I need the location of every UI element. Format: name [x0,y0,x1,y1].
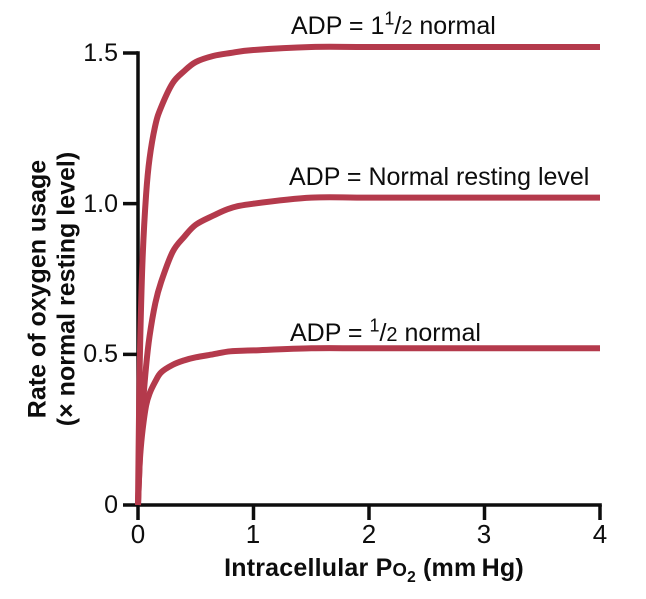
fraction-numerator: 1 [369,315,380,336]
curve-label-text: normal [412,12,496,40]
y-axis-title-line2: (× normal resting level) [52,151,80,427]
y-axis-title-line1: Rate of oxygen usage [23,159,52,419]
fraction-numerator: 1 [384,8,395,29]
curve-label-adp-1-5x: ADP = 11/2 normal [291,10,496,41]
fraction-denominator: 2 [386,324,398,346]
curve-label-adp-normal: ADP = Normal resting level [289,164,589,190]
fraction-slash: / [394,12,402,40]
x-axis-title-subscript: 2 [407,569,416,586]
y-axis-title: Rate of oxygen usage (× normal resting l… [24,152,81,426]
x-axis-title-smallcap-o: O [392,559,408,580]
y-tick-label-0: 0 [104,491,118,519]
curve-adp-0-5x-normal [135,345,600,506]
curve-label-text: normal [397,319,481,347]
curve-label-text: ADP = [290,319,370,347]
curve-label-adp-0-5x: ADP = 1/2 normal [290,317,481,348]
curve-label-text: ADP = 1 [291,12,385,40]
x-tick-marks [136,505,602,520]
curve-adp-1-5x-normal [135,43,600,506]
x-tick-label-3: 3 [476,519,492,549]
fraction-slash: / [379,319,387,347]
x-tick-label-4: 4 [592,519,608,549]
x-tick-label-2: 2 [361,519,377,549]
x-axis-title-text: (mm Hg) [415,554,524,582]
fraction-denominator: 2 [401,17,413,39]
y-tick-label-0-5: 0.5 [83,340,118,368]
x-tick-label-0: 0 [130,519,146,549]
x-axis-title-text: Intracellular P [224,554,393,582]
x-tick-label-1: 1 [245,519,261,549]
y-tick-marks [123,51,138,507]
curve-label-text: ADP = Normal resting level [289,163,590,191]
y-tick-label-1-0: 1.0 [83,190,118,218]
axis-lines [136,51,602,507]
y-tick-label-1-5: 1.5 [83,39,118,67]
x-axis-title: Intracellular PO2 (mm Hg) [138,554,610,586]
